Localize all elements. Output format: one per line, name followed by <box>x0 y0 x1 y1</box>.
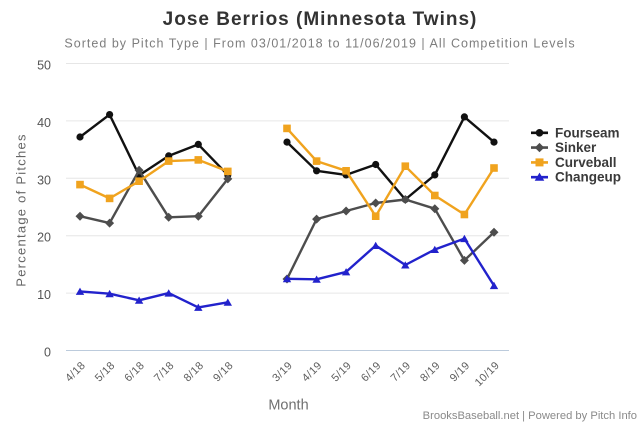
svg-text:Jose Berrios (Minnesota Twins): Jose Berrios (Minnesota Twins) <box>163 9 478 30</box>
svg-text:Fourseam: Fourseam <box>555 125 620 140</box>
svg-text:0: 0 <box>44 346 51 360</box>
svg-text:Changeup: Changeup <box>555 170 621 185</box>
svg-text:Sinker: Sinker <box>555 140 597 155</box>
svg-text:Sorted by Pitch Type | From 03: Sorted by Pitch Type | From 03/01/2018 t… <box>64 37 575 51</box>
svg-text:30: 30 <box>37 173 51 187</box>
svg-text:Percentage of Pitches: Percentage of Pitches <box>14 133 29 286</box>
svg-text:Curveball: Curveball <box>555 155 617 170</box>
svg-text:20: 20 <box>37 231 51 245</box>
svg-text:BrooksBaseball.net | Powered b: BrooksBaseball.net | Powered by Pitch In… <box>423 410 637 422</box>
svg-text:50: 50 <box>37 59 51 73</box>
svg-text:40: 40 <box>37 116 51 130</box>
svg-text:10: 10 <box>37 288 51 302</box>
svg-text:Month: Month <box>268 398 308 414</box>
